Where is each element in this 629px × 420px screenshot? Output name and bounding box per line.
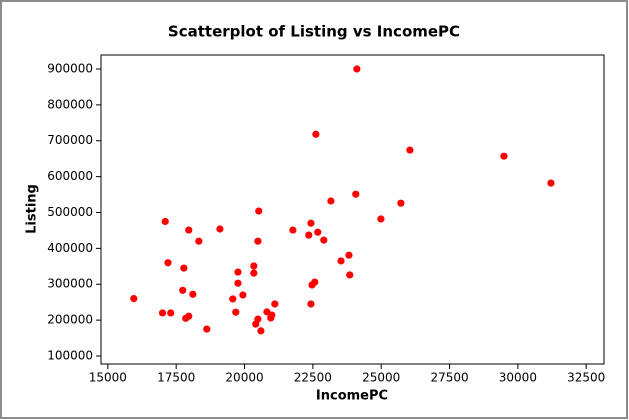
point [250,262,258,270]
point [305,231,313,239]
point [250,269,258,277]
point [239,291,247,299]
point [189,290,197,298]
y-axis-label: Listing [25,184,40,234]
y-tick-label: 200000 [47,313,93,327]
point [289,226,297,234]
point [268,311,276,319]
point [314,228,322,236]
x-tick-label: 32500 [567,371,605,385]
y-tick-label: 800000 [47,97,93,111]
y-tick-label: 500000 [47,205,93,219]
x-tick-label: 27500 [430,371,468,385]
x-tick-label: 25000 [362,371,400,385]
y-tick-label: 900000 [47,61,93,75]
point [352,190,360,198]
point [320,236,328,244]
point [229,295,237,303]
point [130,294,138,303]
x-tick-label: 15000 [89,371,127,385]
point [179,286,187,294]
y-tick-label: 300000 [47,277,93,291]
point [345,251,353,259]
point [377,215,385,223]
point [164,259,172,267]
point [180,264,188,272]
y-tick-label: 600000 [47,169,93,183]
point [307,219,315,227]
point [234,268,242,276]
point [254,315,262,323]
y-tick-label: 700000 [47,133,93,147]
point [203,325,211,333]
y-tick-label: 100000 [47,348,93,362]
x-tick-label: 20000 [225,371,263,385]
point [271,300,279,308]
point [353,65,361,73]
point [185,226,193,234]
point [158,309,167,317]
x-tick-label: 22500 [294,371,332,385]
x-axis-label: IncomePC [316,389,388,404]
point [254,237,262,245]
point [257,327,265,335]
point [161,217,169,226]
point [397,199,405,207]
point [216,225,224,233]
point [327,197,335,205]
chart-title: Scatterplot of Listing vs IncomePC [168,23,460,41]
point [234,279,242,287]
point [312,130,320,138]
point [311,278,319,286]
point [232,308,240,316]
point [307,300,315,308]
point [255,207,263,215]
point [195,237,203,245]
point [185,312,193,320]
point [406,146,414,154]
x-tick-label: 30000 [499,371,537,385]
point [547,179,555,187]
x-tick-label: 17500 [157,371,195,385]
point [337,257,345,265]
point [167,309,175,317]
y-tick-label: 400000 [47,241,93,255]
plot-area [100,54,605,365]
point [346,271,354,279]
point [500,152,508,160]
